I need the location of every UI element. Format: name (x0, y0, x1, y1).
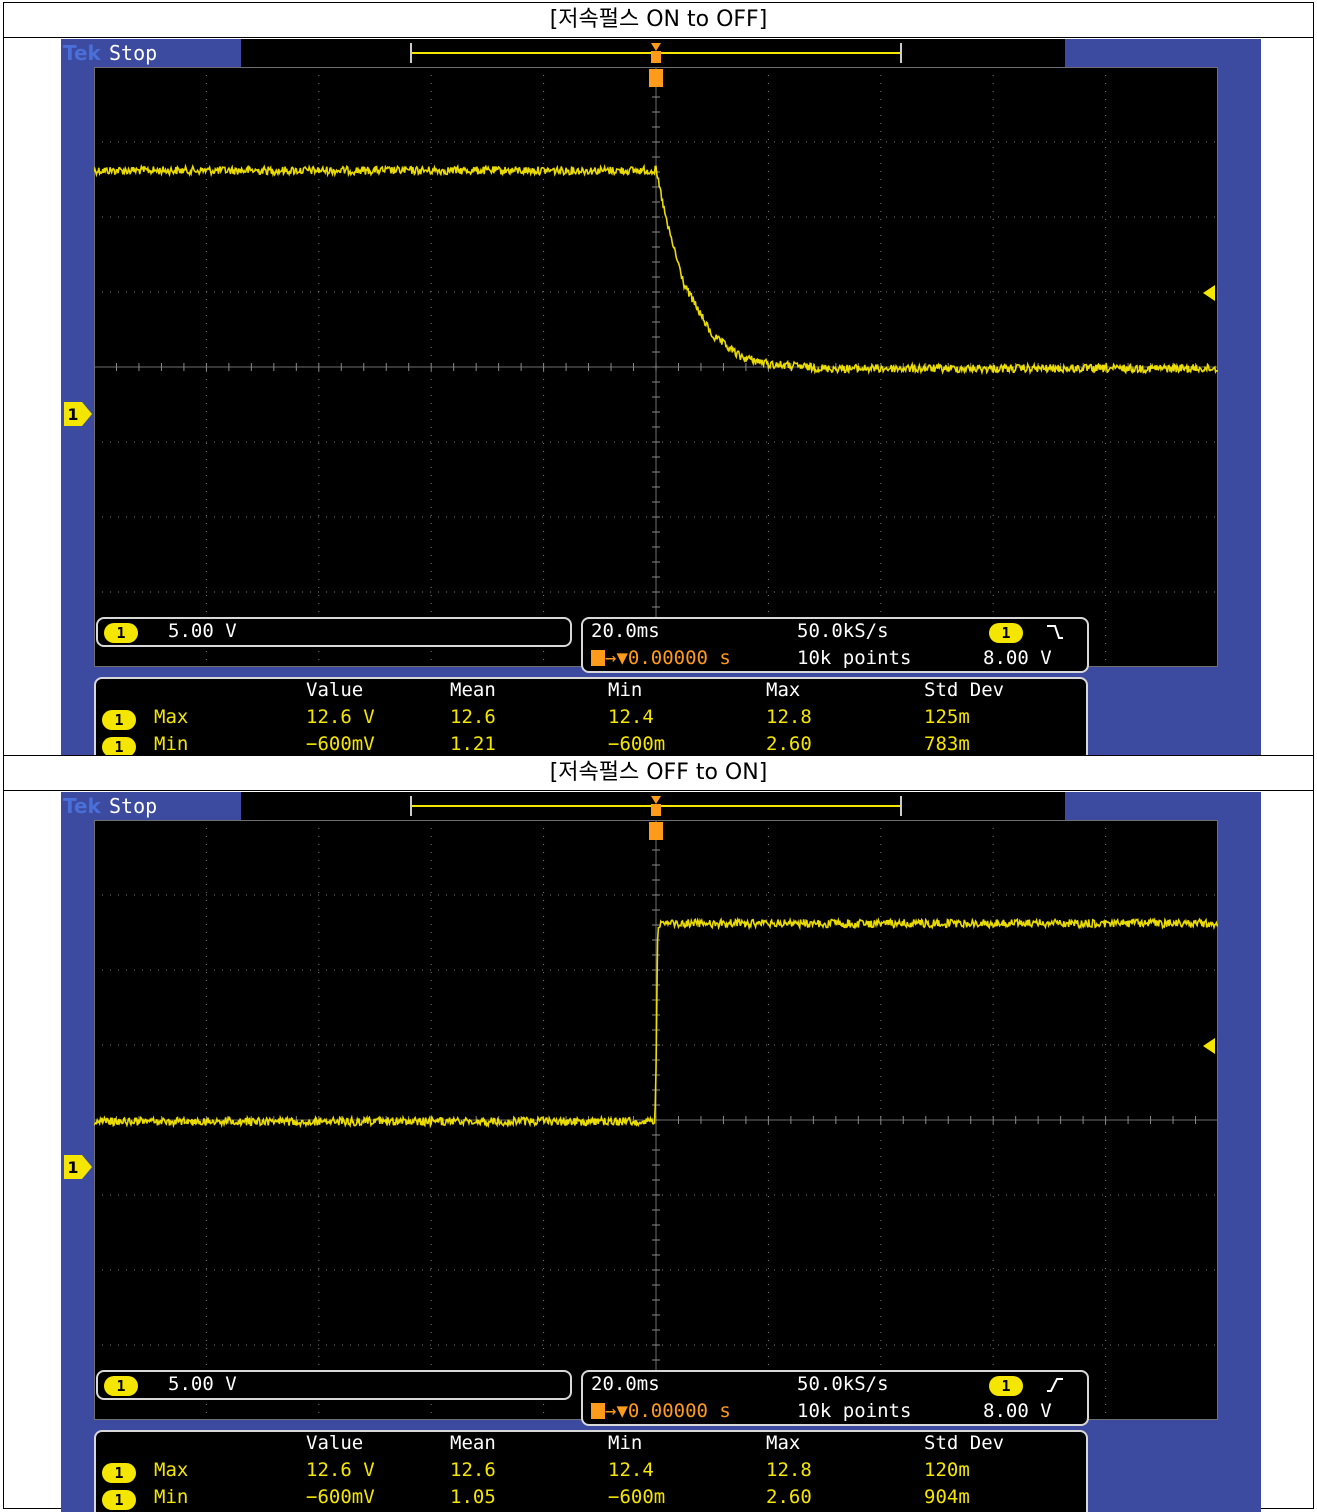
header-value: Value (306, 1432, 364, 1454)
row-min-name: Min (154, 733, 189, 755)
acquisition-status: Stop (109, 41, 158, 65)
volts-per-div: 5.00 V (168, 1373, 237, 1395)
brand-block: Tek Stop (61, 792, 241, 820)
sample-rate: 50.0kS/s (797, 620, 889, 642)
row-channel-badge: 1 (102, 736, 136, 757)
row-max-max: 12.8 (766, 1459, 812, 1481)
row-min-max: 2.60 (766, 1486, 812, 1508)
timebase: 20.0ms (591, 1373, 660, 1395)
header-min: Min (608, 1432, 643, 1454)
ground-marker-label: 1 (67, 1158, 78, 1177)
row-max-mean: 12.6 (450, 706, 496, 728)
header-max: Max (766, 679, 801, 701)
row-max-value: 12.6 V (306, 706, 375, 728)
panel-caption: [저속펄스 ON to OFF] (4, 3, 1313, 38)
row-max-min: 12.4 (608, 1459, 654, 1481)
horizontal-readout[interactable]: 20.0ms →▼0.00000 s 50.0kS/s 10k points 1… (581, 1370, 1089, 1426)
panel-1: [저속펄스 ON to OFF] Tek Stop 1 (3, 2, 1314, 759)
row-min-value: −600mV (306, 733, 375, 755)
header-std-dev: Std Dev (924, 1432, 1005, 1454)
header-min: Min (608, 679, 643, 701)
row-channel-badge: 1 (102, 1489, 136, 1510)
channel-1-ground-marker: 1 (64, 402, 92, 426)
header-max: Max (766, 1432, 801, 1454)
waveform-plot (94, 820, 1218, 1420)
row-min-name: Min (154, 1486, 189, 1508)
measurement-table[interactable]: Value Mean Min Max Std Dev 1 Max 12.6 V … (94, 1430, 1088, 1512)
brand-logo: Tek (63, 41, 101, 65)
waveform-plot (94, 67, 1218, 667)
status-bar: Tek Stop (61, 39, 1261, 67)
row-max-name: Max (154, 1459, 189, 1481)
trigger-level: 8.00 V (983, 1400, 1052, 1422)
measurement-table[interactable]: Value Mean Min Max Std Dev 1 Max 12.6 V … (94, 677, 1088, 759)
header-mean: Mean (450, 1432, 496, 1454)
row-min-mean: 1.05 (450, 1486, 496, 1508)
header-mean: Mean (450, 679, 496, 701)
row-min-std: 904m (924, 1486, 970, 1508)
row-channel-badge: 1 (102, 1462, 136, 1483)
channel-1-trace (94, 916, 1218, 1129)
row-max-min: 12.4 (608, 706, 654, 728)
trigger-level: 8.00 V (983, 647, 1052, 669)
trigger-time-marker (649, 822, 663, 840)
row-min-max: 2.60 (766, 733, 812, 755)
header-value: Value (306, 679, 364, 701)
header-std-dev: Std Dev (924, 679, 1005, 701)
row-max-name: Max (154, 706, 189, 728)
brand-logo: Tek (63, 794, 101, 818)
channel-badge: 1 (104, 622, 138, 643)
trigger-level-marker (1203, 285, 1215, 301)
row-min-min: −600m (608, 1486, 666, 1508)
row-max-std: 120m (924, 1459, 970, 1481)
scope-screen: Tek Stop 1 1 5.00 V (61, 39, 1261, 759)
channel-1-trace (94, 163, 1218, 376)
row-max-max: 12.8 (766, 706, 812, 728)
row-min-min: −600m (608, 733, 666, 755)
graticule (94, 67, 1218, 667)
sample-rate: 50.0kS/s (797, 1373, 889, 1395)
channel-1-ground-marker: 1 (64, 1155, 92, 1179)
trigger-time-marker (649, 69, 663, 87)
timebase: 20.0ms (591, 620, 660, 642)
row-max-value: 12.6 V (306, 1459, 375, 1481)
record-length: 10k points (797, 1400, 912, 1422)
row-max-mean: 12.6 (450, 1459, 496, 1481)
scope-screen: Tek Stop 1 1 5.00 V 20 (61, 792, 1261, 1512)
panel-2: [저속펄스 OFF to ON] Tek Stop 1 (3, 755, 1314, 1512)
row-max-std: 125m (924, 706, 970, 728)
trigger-position-value: →▼0.00000 s (605, 1400, 731, 1422)
waveform-area (94, 67, 1218, 667)
ground-marker-label: 1 (67, 405, 78, 424)
trigger-level-marker (1203, 1038, 1215, 1054)
record-length: 10k points (797, 647, 912, 669)
row-min-mean: 1.21 (450, 733, 496, 755)
record-view-bar (410, 792, 1261, 820)
channel-badge: 1 (104, 1375, 138, 1396)
horizontal-readout[interactable]: 20.0ms →▼0.00000 s 50.0kS/s 10k points 1… (581, 617, 1089, 673)
trigger-source-badge: 1 (989, 622, 1023, 643)
waveform-area (94, 820, 1218, 1420)
trigger-position: →▼0.00000 s (591, 647, 731, 669)
volts-per-div: 5.00 V (168, 620, 237, 642)
row-min-value: −600mV (306, 1486, 375, 1508)
acquisition-status: Stop (109, 794, 158, 818)
row-channel-badge: 1 (102, 709, 136, 730)
panel-caption: [저속펄스 OFF to ON] (4, 756, 1313, 791)
channel-scale-readout[interactable]: 1 5.00 V (96, 617, 572, 647)
record-view-bar (410, 39, 1261, 67)
brand-block: Tek Stop (61, 39, 241, 67)
status-bar: Tek Stop (61, 792, 1261, 820)
channel-scale-readout[interactable]: 1 5.00 V (96, 1370, 572, 1400)
rising-edge-icon (1047, 1378, 1063, 1392)
row-min-std: 783m (924, 733, 970, 755)
trigger-position-value: →▼0.00000 s (605, 647, 731, 669)
trigger-source-badge: 1 (989, 1375, 1023, 1396)
falling-edge-icon (1047, 625, 1063, 639)
trigger-position: →▼0.00000 s (591, 1400, 731, 1422)
